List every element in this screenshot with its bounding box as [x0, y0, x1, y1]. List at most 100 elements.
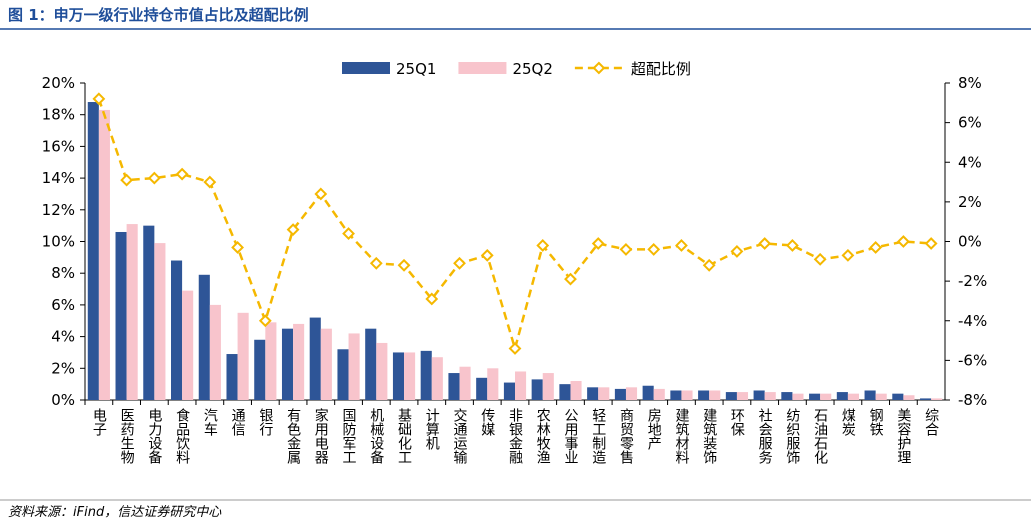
bar [598, 387, 610, 400]
x-tick-label: 有色金属 [285, 408, 301, 464]
line-marker [619, 243, 633, 256]
x-tick-label: 交通运输 [452, 407, 468, 464]
bar [653, 388, 665, 400]
y2-tick-label: 4% [958, 153, 982, 171]
line-marker [231, 241, 244, 254]
bar [903, 395, 915, 400]
bar [542, 373, 554, 400]
bar [892, 393, 904, 400]
x-tick-label: 环保 [729, 408, 745, 436]
y-tick-label: 12% [42, 201, 75, 219]
x-tick-label: 钢铁 [868, 408, 884, 436]
bar [820, 393, 832, 400]
bar [725, 392, 737, 400]
legend-swatch [342, 62, 390, 74]
x-tick-label: 建筑装饰 [701, 408, 717, 464]
x-tick-label: 传媒 [479, 408, 495, 436]
line-marker [120, 173, 134, 187]
line-marker [647, 243, 661, 256]
bar [476, 377, 488, 400]
x-tick-label: 医药生物 [119, 408, 135, 465]
bar [781, 392, 793, 400]
x-tick-label: 公用事业 [562, 408, 578, 464]
x-tick-label: 电子 [91, 408, 107, 436]
legend-label: 25Q1 [396, 60, 436, 78]
bar [764, 392, 776, 400]
bar [392, 352, 405, 400]
legend-swatch [458, 62, 507, 74]
bar [792, 393, 804, 400]
line-marker [258, 314, 272, 328]
y-tick-label: 14% [42, 169, 75, 187]
bar [182, 290, 194, 400]
line-marker [786, 239, 799, 252]
y-tick-label: 16% [42, 137, 75, 155]
bar [115, 231, 127, 400]
x-tick-label: 美容护理 [895, 408, 911, 464]
bar [836, 392, 848, 400]
bar [559, 384, 571, 400]
bar [365, 328, 377, 400]
line-marker [730, 244, 744, 258]
line-marker [147, 171, 161, 185]
y-tick-label: 6% [51, 296, 75, 314]
y2-tick-label: 6% [958, 114, 982, 132]
y-tick-label: 2% [51, 359, 75, 377]
line-marker [869, 241, 883, 254]
bar [736, 392, 749, 400]
x-tick-label: 基础化工 [396, 407, 412, 464]
x-tick-label: 石油石化 [812, 408, 828, 465]
x-tick-label: 商贸零售 [618, 408, 634, 464]
bar [459, 366, 471, 400]
bar [237, 312, 249, 400]
line-marker [924, 237, 938, 250]
line-marker [425, 292, 439, 306]
line-marker [758, 237, 772, 250]
line-marker [92, 92, 106, 106]
bar [309, 317, 321, 400]
bar [670, 390, 682, 400]
x-tick-label: 社会服务 [757, 408, 773, 464]
source-note: 资料来源：iFind，信达证券研究中心 [8, 504, 222, 520]
bar [587, 387, 599, 400]
bar [293, 323, 305, 400]
bar [226, 354, 238, 400]
x-tick-label: 农林牧渔 [535, 408, 551, 464]
bar [570, 380, 582, 400]
bar [431, 357, 443, 400]
x-tick-label: 非银金融 [507, 408, 523, 464]
x-tick-label: 综合 [923, 408, 939, 436]
bar [920, 398, 932, 400]
bar [487, 368, 499, 400]
x-tick-label: 电力设备 [146, 408, 162, 464]
y2-tick-label: -8% [958, 391, 987, 409]
y-tick-label: 18% [42, 106, 75, 124]
bar [198, 274, 210, 400]
bar [171, 260, 183, 400]
bar [154, 243, 166, 400]
y2-tick-label: 2% [958, 193, 982, 211]
legend-marker [592, 61, 606, 75]
x-tick-label: 房地产 [646, 408, 662, 451]
legend-label: 超配比例 [631, 60, 691, 78]
bar [515, 371, 527, 400]
y2-tick-label: -2% [958, 272, 987, 290]
bar [209, 304, 221, 400]
bar [709, 390, 721, 400]
legend-label: 25Q2 [512, 60, 552, 78]
bar [337, 349, 349, 400]
chart-title: 图 1：申万一级行业持仓市值占比及超配比例 [8, 6, 309, 24]
bar [348, 333, 360, 400]
y2-tick-label: 0% [958, 233, 982, 251]
y-tick-label: 10% [42, 233, 75, 251]
line-marker [564, 272, 577, 286]
y2-tick-label: -4% [958, 312, 987, 330]
bar [753, 390, 765, 400]
line-marker [841, 248, 855, 262]
x-tick-label: 建筑材料 [673, 408, 689, 464]
bar [265, 322, 277, 400]
line-marker [702, 258, 716, 272]
y-tick-label: 8% [51, 264, 75, 282]
bar [143, 225, 155, 400]
line-marker [175, 167, 189, 181]
